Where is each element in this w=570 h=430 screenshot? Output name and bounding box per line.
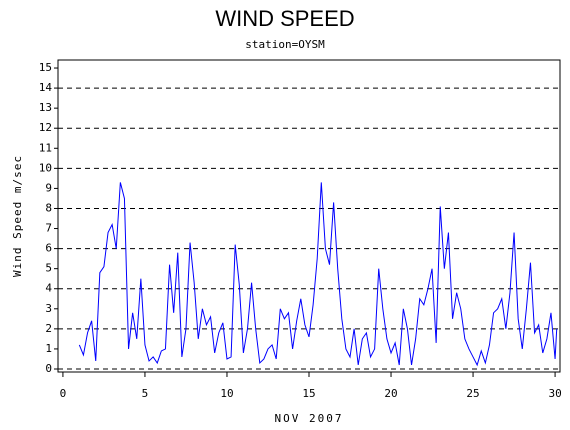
- y-tick-label: 13: [39, 101, 52, 114]
- y-tick-label: 15: [39, 61, 52, 74]
- y-tick-label: 8: [45, 201, 52, 214]
- data-line: [78, 182, 558, 367]
- y-axis-label: Wind Speed m/sec: [11, 155, 24, 277]
- y-tick-label: 3: [45, 302, 52, 315]
- y-tick-label: 14: [39, 81, 53, 94]
- y-tick-label: 4: [45, 282, 52, 295]
- x-tick-label: 5: [142, 387, 149, 400]
- chart-subtitle: station=OYSM: [245, 38, 325, 51]
- y-tick-label: 2: [45, 322, 52, 335]
- y-tick-label: 0: [45, 362, 52, 375]
- x-tick-label: 10: [220, 387, 233, 400]
- plot-frame: [57, 59, 561, 373]
- y-tick-label: 10: [39, 161, 52, 174]
- x-tick-label: 25: [466, 387, 479, 400]
- y-tick-label: 5: [45, 262, 52, 275]
- y-tick-label: 7: [45, 222, 52, 235]
- y-tick-label: 9: [45, 181, 52, 194]
- x-tick-label: 20: [384, 387, 397, 400]
- y-tick-label: 12: [39, 121, 52, 134]
- x-axis-label: NOV 2007: [275, 412, 344, 425]
- x-tick-label: 0: [60, 387, 67, 400]
- y-tick-label: 11: [39, 141, 52, 154]
- y-tick-label: 6: [45, 242, 52, 255]
- x-tick-label: 15: [302, 387, 315, 400]
- chart-title: WIND SPEED: [215, 6, 354, 31]
- y-tick-label: 1: [45, 342, 52, 355]
- x-tick-label: 30: [548, 387, 561, 400]
